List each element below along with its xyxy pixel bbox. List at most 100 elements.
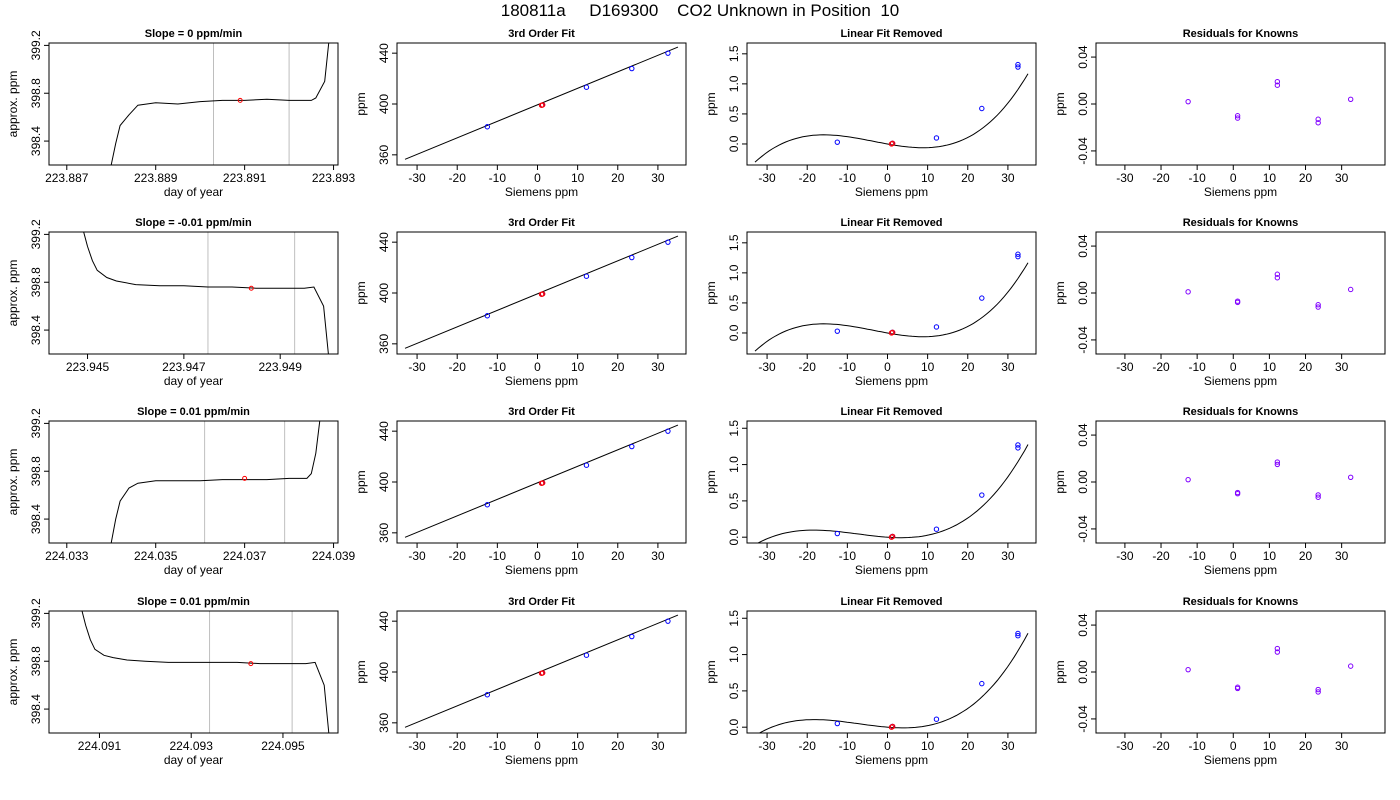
known-point [629,633,635,640]
known-point [933,716,940,722]
x-tick-label: 223.945 [66,360,110,374]
unknown-point [540,291,546,297]
plot-frame [48,420,339,544]
y-axis-label: ppm [354,660,368,683]
y-tick-label: 398.4 [29,315,43,345]
known-point [933,324,940,330]
y-tick-label: 1.5 [727,610,741,627]
x-tick-label: 20 [1299,360,1313,374]
y-tick-label: 399.2 [29,219,43,249]
x-tick-label: 224.035 [134,549,178,563]
x-tick-label: 224.039 [312,549,356,563]
y-axis-label: ppm [704,281,718,304]
y-tick-label: 440 [377,421,391,441]
x-tick-label: -10 [489,549,507,563]
cubic-residual-curve [754,73,1029,163]
known-point [484,313,491,319]
x-tick-label: 223.947 [162,360,206,374]
x-tick-label: 30 [651,739,665,753]
x-axis-label: day of year [164,374,223,388]
plot-frame [746,610,1037,734]
plot-frame [746,231,1037,355]
x-tick-label: 0 [1230,549,1237,563]
x-tick-label: -30 [758,739,776,753]
x-axis-label: day of year [164,563,223,577]
x-tick-label: 10 [921,739,935,753]
y-tick-label: 0.5 [727,682,741,699]
plot-frame [746,42,1037,166]
y-tick-label: 440 [377,611,391,631]
plot-frame [48,231,339,355]
y-tick-label: -0.04 [1076,705,1090,733]
x-tick-label: 30 [1335,360,1349,374]
residual-point [1234,491,1241,497]
y-tick-label: 1.0 [727,264,741,281]
plot-area [404,614,679,728]
unknown-point [890,533,896,540]
y-tick-label: 0.0 [727,324,741,341]
residual-point [1274,79,1281,85]
residual-point [1185,666,1191,673]
y-axis-label: approx. ppm [6,449,20,516]
x-axis-label: Siemens ppm [505,563,578,577]
known-point [933,135,940,141]
y-tick-label: 440 [377,43,391,63]
y-tick-label: 0.04 [1076,45,1090,69]
x-tick-label: 10 [1263,360,1277,374]
plot-frame [1095,42,1386,166]
x-tick-label: 0 [534,739,541,753]
residual-point [1315,116,1321,122]
x-tick-label: 10 [571,549,585,563]
x-axis-label: Siemens ppm [855,753,928,767]
known-point [629,254,635,261]
known-point [979,295,985,301]
x-tick-label: 223.887 [45,171,89,185]
panel-4-1: Slope = 0.01 ppm/min day of year approx. p… [6,596,339,767]
residual-point [1234,113,1241,119]
y-tick-label: -0.04 [1076,326,1090,354]
panel-title: 3rd Order Fit [508,28,575,40]
known-point [484,692,491,698]
panel-title: Slope = -0.01 ppm/min [135,217,252,229]
unknown-average-point [248,285,254,291]
x-tick-label: -10 [489,360,507,374]
panel-4-3: Linear Fit Removed Siemens ppm ppm -30 -20 -1… [704,596,1037,767]
known-point [1015,630,1021,637]
y-tick-label: 0.04 [1076,613,1090,637]
x-tick-label: 20 [611,360,625,374]
y-axis-label: ppm [1053,92,1067,115]
known-point [484,124,491,130]
panel-title: Linear Fit Removed [840,596,942,608]
y-tick-label: 360 [377,523,391,543]
residual-point [1274,275,1281,281]
y-tick-label: 360 [377,713,391,733]
x-tick-label: 0 [534,360,541,374]
residual-point [1315,302,1321,308]
x-axis-label: Siemens ppm [855,185,928,199]
unknown-point [540,670,546,676]
residual-point [1347,663,1354,669]
x-axis-label: Siemens ppm [855,563,928,577]
y-tick-label: 398.8 [29,456,43,486]
y-tick-label: 398.4 [29,694,43,724]
y-axis-label: approx. ppm [6,260,20,327]
x-tick-label: 20 [961,739,975,753]
plot-area [757,442,1029,543]
unknown-average-point [237,97,243,103]
plot-area [1185,79,1354,126]
residual-point [1274,271,1281,277]
plot-area [404,46,679,160]
y-tick-label: 400 [377,283,391,303]
y-tick-label: -0.04 [1076,515,1090,543]
x-tick-label: -30 [408,739,426,753]
y-axis-label: approx. ppm [6,639,20,706]
x-tick-label: -30 [758,171,776,185]
x-tick-label: 223.889 [134,171,178,185]
x-tick-label: 20 [611,549,625,563]
x-tick-label: 30 [651,549,665,563]
x-tick-label: 30 [1001,171,1015,185]
residual-point [1274,82,1281,88]
y-axis-label: ppm [1053,281,1067,304]
x-tick-label: -10 [839,360,857,374]
residual-point [1234,299,1241,306]
